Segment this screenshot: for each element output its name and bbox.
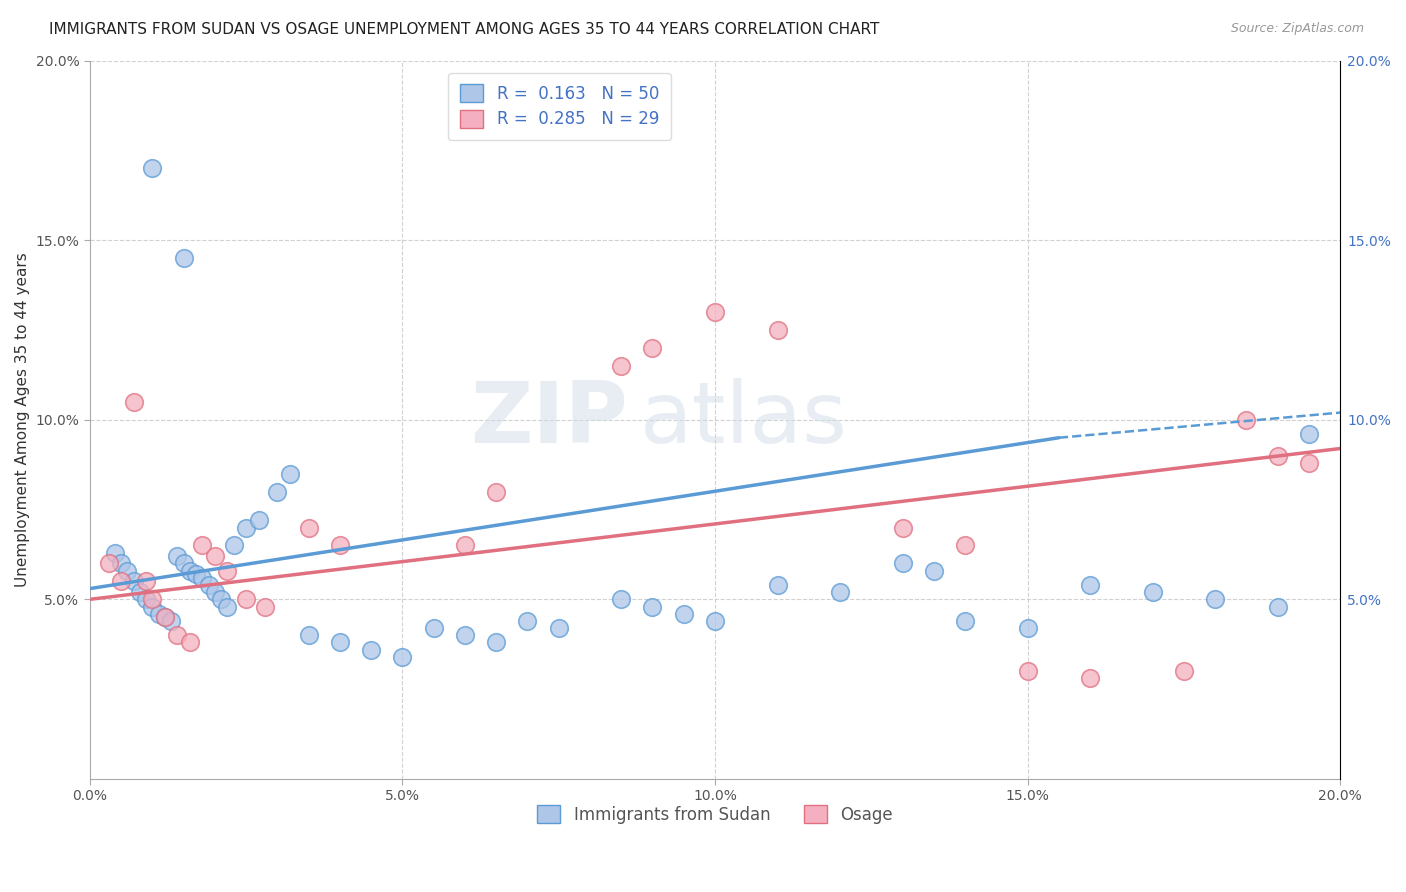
Point xyxy=(891,557,914,571)
Point xyxy=(117,564,139,578)
Point xyxy=(610,359,633,373)
Legend: Immigrants from Sudan, Osage: Immigrants from Sudan, Osage xyxy=(526,793,904,835)
Point xyxy=(610,592,633,607)
Point xyxy=(204,549,226,564)
Point xyxy=(1017,621,1039,635)
Point xyxy=(422,621,444,635)
Point xyxy=(128,585,150,599)
Point xyxy=(191,571,214,585)
Point xyxy=(104,546,127,560)
Point xyxy=(704,305,727,319)
Point xyxy=(235,520,257,534)
Text: IMMIGRANTS FROM SUDAN VS OSAGE UNEMPLOYMENT AMONG AGES 35 TO 44 YEARS CORRELATIO: IMMIGRANTS FROM SUDAN VS OSAGE UNEMPLOYM… xyxy=(49,22,880,37)
Point xyxy=(160,614,183,628)
Point xyxy=(641,341,664,355)
Point xyxy=(110,557,132,571)
Point xyxy=(1142,585,1164,599)
Point xyxy=(454,539,477,553)
Point xyxy=(173,251,195,265)
Point xyxy=(222,539,245,553)
Point xyxy=(953,614,976,628)
Point xyxy=(1267,599,1289,614)
Point xyxy=(179,635,201,649)
Point xyxy=(1078,671,1101,685)
Point xyxy=(672,607,695,621)
Point xyxy=(922,564,945,578)
Point xyxy=(766,323,789,337)
Point xyxy=(135,592,157,607)
Point xyxy=(235,592,257,607)
Point xyxy=(209,592,232,607)
Point xyxy=(485,484,508,499)
Point xyxy=(266,484,288,499)
Point xyxy=(953,539,976,553)
Point xyxy=(1204,592,1226,607)
Point xyxy=(141,161,163,176)
Point xyxy=(1017,664,1039,678)
Point xyxy=(197,578,219,592)
Point xyxy=(391,649,413,664)
Point xyxy=(704,614,727,628)
Point xyxy=(1173,664,1195,678)
Point xyxy=(485,635,508,649)
Point xyxy=(247,513,270,527)
Point xyxy=(547,621,569,635)
Point xyxy=(97,557,120,571)
Point xyxy=(360,642,382,657)
Point xyxy=(641,599,664,614)
Text: ZIP: ZIP xyxy=(470,378,627,461)
Text: atlas: atlas xyxy=(640,378,848,461)
Y-axis label: Unemployment Among Ages 35 to 44 years: Unemployment Among Ages 35 to 44 years xyxy=(15,252,30,587)
Point xyxy=(516,614,538,628)
Point xyxy=(141,599,163,614)
Point xyxy=(253,599,276,614)
Point xyxy=(153,610,176,624)
Point xyxy=(217,599,239,614)
Point xyxy=(191,539,214,553)
Point xyxy=(166,628,188,642)
Point xyxy=(1298,427,1320,442)
Point xyxy=(173,557,195,571)
Point xyxy=(122,574,145,589)
Point xyxy=(329,539,352,553)
Point xyxy=(1234,413,1257,427)
Point xyxy=(166,549,188,564)
Point xyxy=(153,610,176,624)
Point xyxy=(179,564,201,578)
Point xyxy=(298,628,321,642)
Point xyxy=(141,592,163,607)
Point xyxy=(891,520,914,534)
Point xyxy=(122,394,145,409)
Point xyxy=(184,567,207,582)
Point xyxy=(329,635,352,649)
Point xyxy=(278,467,301,481)
Text: Source: ZipAtlas.com: Source: ZipAtlas.com xyxy=(1230,22,1364,36)
Point xyxy=(217,564,239,578)
Point xyxy=(148,607,170,621)
Point xyxy=(454,628,477,642)
Point xyxy=(204,585,226,599)
Point xyxy=(1078,578,1101,592)
Point xyxy=(298,520,321,534)
Point xyxy=(1298,456,1320,470)
Point xyxy=(1267,449,1289,463)
Point xyxy=(110,574,132,589)
Point xyxy=(828,585,851,599)
Point xyxy=(766,578,789,592)
Point xyxy=(135,574,157,589)
